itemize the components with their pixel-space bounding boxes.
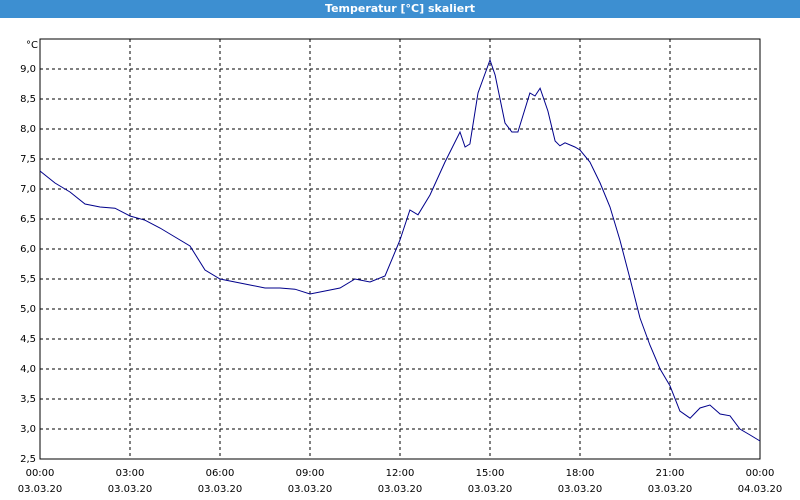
x-tick-label: 12:00 (386, 468, 415, 479)
x-tick-label: 03:00 (116, 468, 145, 479)
x-tick-date: 03.03.20 (18, 484, 63, 495)
y-tick-label: 8,0 (20, 124, 36, 135)
y-tick-label: 5,0 (20, 304, 36, 315)
x-tick-date: 03.03.20 (648, 484, 693, 495)
unit-label: °C (26, 40, 38, 51)
x-tick-date: 03.03.20 (288, 484, 333, 495)
y-tick-label: 8,5 (20, 94, 36, 105)
x-tick-date: 03.03.20 (558, 484, 603, 495)
x-tick-label: 09:00 (296, 468, 325, 479)
y-tick-label: 7,0 (20, 184, 36, 195)
line (39, 58, 761, 442)
x-tick-label: 06:00 (206, 468, 235, 479)
y-tick-label: 6,0 (20, 244, 36, 255)
title-bar (0, 0, 800, 18)
y-tick-label: 4,0 (20, 364, 36, 375)
plot-border (39, 38, 761, 460)
y-tick-label: 7,5 (20, 154, 36, 165)
x-tick-date: 03.03.20 (468, 484, 513, 495)
x-tick-date: 03.03.20 (198, 484, 243, 495)
x-tick-label: 00:00 (26, 468, 55, 479)
x-tick-date: 04.03.20 (738, 484, 783, 495)
y-tick-label: 3,5 (20, 394, 36, 405)
y-tick-label: 2,5 (20, 454, 36, 465)
y-tick-label: 6,5 (20, 214, 36, 225)
y-tick-label: 3,0 (20, 424, 36, 435)
x-tick-label: 18:00 (566, 468, 595, 479)
chart-title: Temperatur [°C] skaliert (325, 2, 475, 15)
y-tick-label: 9,0 (20, 64, 36, 75)
x-tick-label: 15:00 (476, 468, 505, 479)
x-tick-label: 21:00 (656, 468, 685, 479)
y-tick-label: 5,5 (20, 274, 36, 285)
y-tick-label: 4,5 (20, 334, 36, 345)
x-tick-date: 03.03.20 (378, 484, 423, 495)
x-tick-date: 03.03.20 (108, 484, 153, 495)
x-tick-label: 00:00 (746, 468, 775, 479)
